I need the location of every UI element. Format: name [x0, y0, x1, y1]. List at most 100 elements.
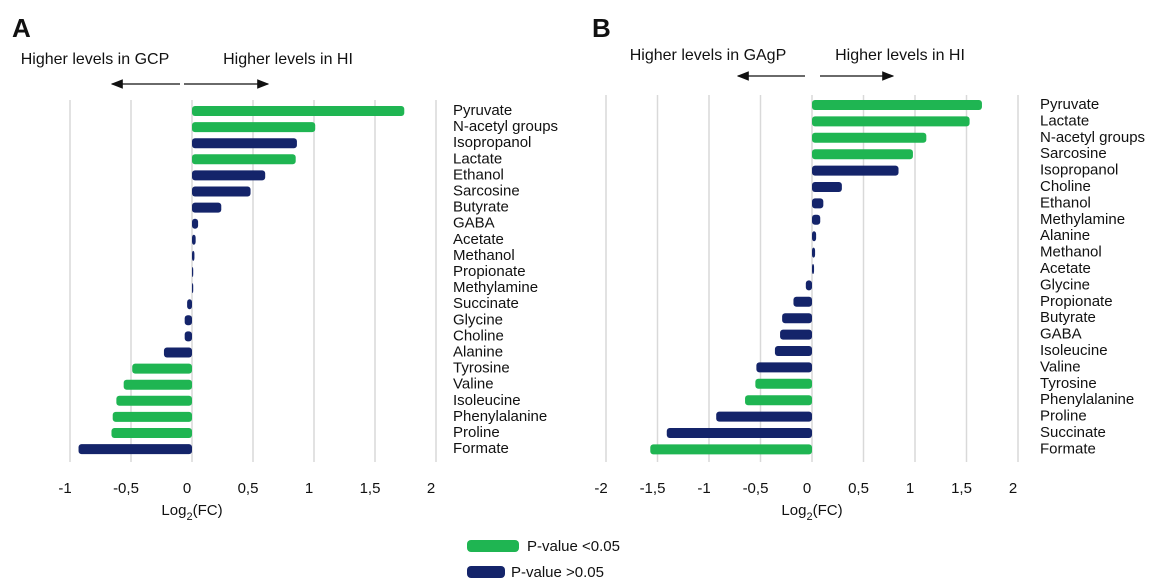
category-label: Phenylalanine [453, 408, 547, 425]
category-label: Sarcosine [453, 182, 520, 199]
bar [192, 202, 222, 213]
bar [716, 411, 812, 422]
x-tick-label: 1 [305, 480, 313, 497]
x-tick-label: 0 [183, 480, 191, 497]
bar [192, 106, 405, 116]
category-label: Lactate [1040, 112, 1089, 129]
category-label: GABA [453, 215, 495, 232]
category-label: Glycine [453, 311, 503, 328]
bar [774, 346, 812, 356]
bar [812, 231, 817, 242]
bar [112, 411, 192, 422]
bar [192, 234, 196, 245]
category-label: Pyruvate [1040, 96, 1099, 113]
annotation: Higher levels in GCP [21, 51, 170, 68]
bar [782, 313, 812, 324]
bar [793, 296, 812, 307]
bar [756, 362, 812, 373]
x-tick-label: -0,5 [113, 480, 139, 497]
bar [192, 154, 296, 165]
category-label: Proline [453, 424, 500, 441]
category-label: Butyrate [453, 199, 509, 216]
bar [650, 444, 812, 455]
category-label: Choline [1040, 178, 1091, 195]
category-label: Isoleucine [453, 392, 521, 409]
annotation: Higher levels in HI [835, 47, 965, 64]
legend-label: P-value >0.05 [511, 564, 604, 581]
category-label: Formate [1040, 440, 1096, 457]
category-label: Methanol [1040, 244, 1102, 261]
category-label: Valine [1040, 358, 1081, 375]
category-label: Propionate [1040, 293, 1113, 310]
x-axis-label: Log2(FC) [161, 502, 222, 523]
x-tick-label: 0 [803, 480, 811, 497]
category-label: Formate [453, 440, 509, 457]
category-label: Succinate [1040, 424, 1106, 441]
bar [192, 218, 199, 229]
bar [812, 149, 913, 160]
x-tick-label: -2 [594, 480, 607, 497]
bar [192, 283, 194, 294]
bar [192, 170, 266, 181]
bar [812, 100, 982, 110]
category-label: Valine [453, 376, 494, 393]
x-tick-label: -1 [697, 480, 710, 497]
bar [812, 116, 970, 127]
bar [812, 264, 815, 274]
bar [780, 329, 812, 340]
legend-swatch [467, 566, 505, 578]
bar [812, 198, 824, 209]
category-label: Alanine [453, 343, 503, 360]
bar [755, 378, 812, 389]
category-label: Pyruvate [453, 102, 512, 119]
category-label: Acetate [1040, 260, 1091, 277]
category-label: Isoleucine [1040, 342, 1108, 359]
category-label: Isopropanol [1040, 162, 1118, 179]
legend-swatch [467, 540, 519, 552]
bar [812, 132, 927, 143]
x-tick-label: -0,5 [743, 480, 769, 497]
bar [812, 247, 816, 258]
bar [184, 331, 192, 342]
bar [192, 250, 195, 261]
category-label: N-acetyl groups [453, 118, 558, 135]
category-label: Butyrate [1040, 309, 1096, 326]
category-label: Proline [1040, 408, 1087, 425]
bar [111, 428, 192, 438]
bar [812, 214, 821, 225]
bar [812, 165, 899, 176]
category-label: Glycine [1040, 276, 1090, 293]
x-tick-label: 2 [1009, 480, 1017, 497]
bar [132, 363, 192, 374]
panel-label: A [12, 13, 31, 43]
x-tick-label: 0,5 [238, 480, 259, 497]
bar [805, 280, 812, 291]
bar [666, 428, 812, 438]
category-label: Acetate [453, 231, 504, 248]
category-label: Propionate [453, 263, 526, 280]
annotation: Higher levels in GAgP [630, 47, 787, 64]
x-tick-label: -1 [58, 480, 71, 497]
category-label: Methylamine [1040, 211, 1125, 228]
category-label: Ethanol [453, 166, 504, 183]
bar [192, 138, 297, 149]
bar [745, 395, 812, 406]
category-label: GABA [1040, 326, 1082, 343]
bar [184, 315, 192, 326]
bar [192, 267, 194, 277]
panel-label: B [592, 13, 611, 43]
bar [187, 299, 192, 310]
bar [192, 122, 316, 133]
x-tick-label: 1 [906, 480, 914, 497]
category-label: Choline [453, 327, 504, 344]
legend-label: P-value <0.05 [527, 538, 620, 555]
category-label: N-acetyl groups [1040, 129, 1145, 146]
bar [192, 186, 251, 197]
x-axis-label: Log2(FC) [781, 502, 842, 523]
bar [812, 182, 842, 192]
legend: P-value <0.05 P-value >0.05 [467, 538, 620, 581]
category-label: Alanine [1040, 227, 1090, 244]
category-label: Tyrosine [1040, 375, 1097, 392]
x-tick-label: 1,5 [360, 480, 381, 497]
